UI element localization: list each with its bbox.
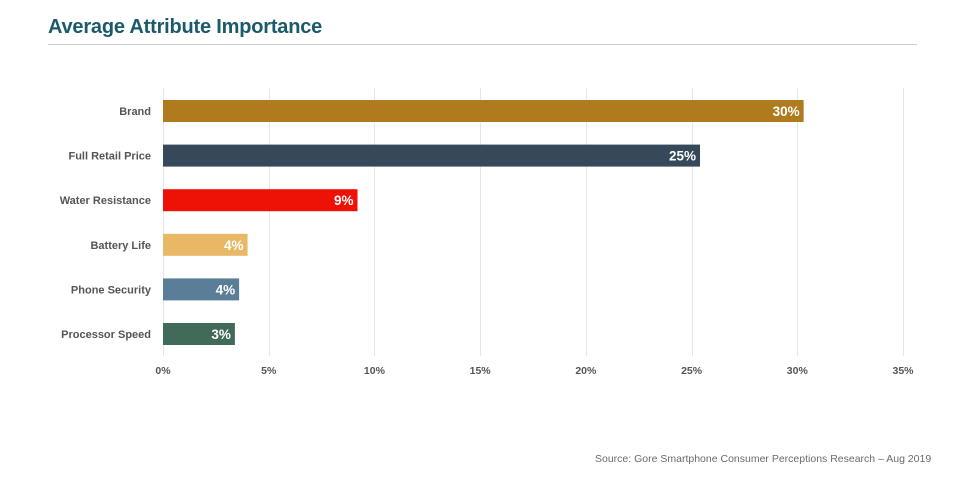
data-label: 25% [669, 149, 696, 164]
bar [163, 189, 358, 212]
source-note: Source: Gore Smartphone Consumer Percept… [595, 453, 932, 465]
data-label: 30% [773, 104, 800, 119]
bar [163, 100, 804, 122]
gridlines [163, 88, 904, 356]
bar [163, 233, 248, 256]
data-label: 9% [334, 193, 354, 208]
category-label: Brand [119, 106, 151, 118]
category-label: Water Resistance [60, 195, 151, 207]
x-tick-label: 35% [892, 365, 914, 377]
x-tick-label: 25% [681, 365, 703, 377]
category-label: Processor Speed [61, 329, 151, 341]
bar [163, 144, 701, 167]
x-tick-label: 0% [155, 365, 171, 377]
x-tick-label: 15% [470, 365, 492, 377]
bar [163, 278, 240, 301]
category-label: Phone Security [71, 284, 152, 296]
x-tick-label: 30% [787, 365, 809, 377]
data-label: 4% [224, 238, 244, 253]
category-label: Battery Life [90, 240, 151, 252]
x-tick-label: 5% [261, 365, 277, 377]
title-divider [48, 44, 917, 45]
x-tick-label: 20% [575, 365, 597, 377]
x-tick-label: 10% [364, 365, 386, 377]
category-labels: Brand Full Retail Price Water Resistance Ba… [60, 106, 152, 341]
category-label: Full Retail Price [68, 151, 151, 163]
bars [163, 100, 804, 345]
page-title: Average Attribute Importance [48, 16, 323, 38]
x-axis-tick-labels: 0% 5% 10% 15% 20% 25% 30% 35% [155, 365, 914, 377]
data-label: 3% [211, 327, 231, 342]
data-labels: 30% 25% 9% 4% 4% 3% [211, 104, 799, 342]
bar [163, 323, 235, 345]
data-label: 4% [216, 282, 236, 297]
